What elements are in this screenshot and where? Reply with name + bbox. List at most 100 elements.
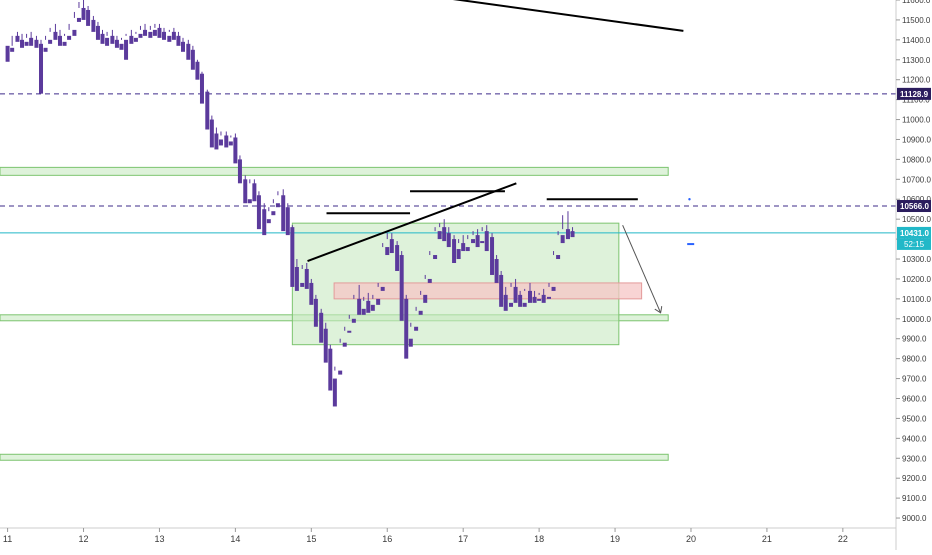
candle-body (91, 19, 96, 32)
candle (304, 263, 309, 289)
y-tick-label: 9900.0 (902, 335, 927, 344)
candle (237, 155, 242, 184)
candle (205, 89, 210, 130)
candle (209, 115, 214, 148)
candle (24, 33, 29, 46)
x-axis[interactable]: 11 12 13 14 15 16 17 18 19 20 21 22 (0, 527, 896, 544)
candle-body (366, 300, 371, 313)
candle (124, 33, 129, 60)
candle (95, 21, 100, 40)
candle (328, 344, 333, 391)
candle (266, 207, 271, 224)
price-levels-layer (0, 93, 896, 234)
y-tick-label: 11500.0 (902, 16, 931, 25)
candle-body (24, 41, 29, 46)
y-tick-label: 11600.0 (902, 0, 931, 5)
x-tick-label: 14 (230, 534, 240, 544)
candle (456, 239, 461, 260)
candle (300, 264, 305, 287)
candle (442, 219, 447, 242)
candle (490, 233, 495, 275)
candle-body (29, 37, 34, 46)
candle (119, 37, 124, 50)
candle (461, 235, 466, 252)
candle (100, 29, 105, 44)
candle (560, 215, 565, 244)
candle (361, 296, 366, 315)
candle-body (408, 338, 413, 347)
candle (252, 179, 257, 202)
candle-body (76, 17, 81, 22)
candle-body (119, 43, 124, 50)
candle-body (176, 35, 181, 46)
candle-body (537, 298, 542, 301)
candle-body (252, 183, 257, 202)
candle (143, 23, 148, 36)
y-axis[interactable]: 11600.0 11500.0 11400.0 11300.0 11200.0 11100… (895, 0, 931, 550)
y-tick-label: 11200.0 (902, 76, 931, 85)
y-tick-label: 10000.0 (902, 315, 931, 324)
candle-body (20, 39, 25, 48)
candle-body (376, 298, 381, 305)
candle-body (224, 135, 229, 148)
candle (214, 127, 219, 150)
candle-body (494, 259, 499, 283)
candle-body (385, 247, 390, 256)
candle-body (503, 294, 508, 311)
candle-body (347, 330, 352, 333)
candle-body (414, 326, 419, 331)
candle (72, 11, 77, 36)
candle (290, 225, 295, 287)
candle (199, 71, 204, 104)
x-tick-label: 18 (534, 534, 544, 544)
candle (39, 39, 44, 94)
y-tick-label: 9000.0 (902, 514, 927, 523)
y-tick-label: 10800.0 (902, 155, 931, 164)
candle (332, 366, 337, 407)
price-label-box-0 (897, 87, 931, 100)
candle-body (565, 229, 570, 240)
candle-body (81, 7, 86, 20)
markers-layer (687, 198, 695, 246)
candle-body (271, 211, 276, 216)
candle (499, 270, 504, 307)
price-label-2: 10431.0 (900, 229, 929, 238)
candle (148, 25, 153, 38)
candle-body (361, 308, 366, 315)
candle (294, 259, 299, 291)
candle-body (15, 35, 20, 42)
candle (465, 235, 470, 252)
candle-body (313, 298, 318, 327)
candle (285, 203, 290, 236)
price-label-box-1 (897, 200, 931, 213)
candle (518, 290, 523, 307)
trendlines-layer (307, 0, 684, 313)
candle (433, 227, 438, 260)
x-tick-label: 15 (306, 534, 316, 544)
candle (376, 282, 381, 305)
candle-body (399, 255, 404, 321)
x-tick-label: 12 (79, 534, 89, 544)
candle-body (338, 370, 343, 375)
candle-body (110, 35, 115, 44)
candle-body (199, 73, 204, 104)
candle (522, 288, 527, 307)
candle-body (247, 199, 252, 204)
candle-body (528, 290, 533, 303)
candle (167, 29, 172, 42)
candle (10, 35, 15, 52)
candle-body (437, 231, 442, 240)
candle-body (551, 286, 556, 291)
candle (152, 23, 157, 36)
candle-body (10, 47, 15, 52)
candle-body (133, 37, 138, 42)
candle (218, 131, 223, 146)
candle (114, 35, 119, 48)
candle (323, 322, 328, 363)
countdown-label: 52:15 (904, 240, 925, 249)
blue-marker (687, 243, 695, 246)
candle-body (243, 179, 248, 204)
candle-body (167, 35, 172, 42)
candle-body (5, 45, 10, 62)
